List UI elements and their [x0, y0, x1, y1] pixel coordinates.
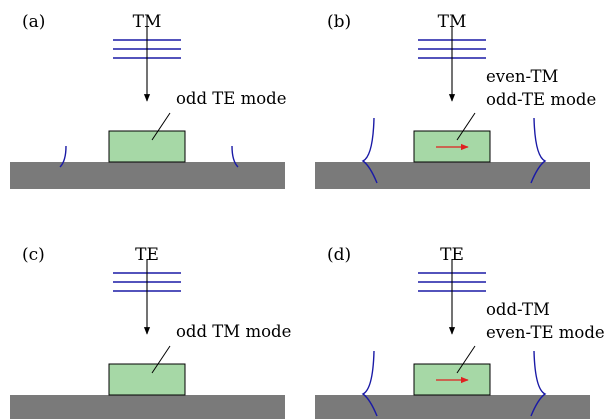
mode-pointer: [151, 345, 171, 374]
panel-d: (d) TE odd-TM even-TE mode: [315, 245, 605, 419]
panel-c: (c) TE odd TM mode: [10, 245, 291, 419]
panel-label: (d): [327, 245, 351, 265]
mode-label: even-TM: [486, 67, 558, 86]
substrate: [315, 395, 590, 419]
evanescent-left: [361, 350, 378, 417]
evanescent-right: [231, 145, 239, 168]
evanescent-left: [361, 117, 378, 184]
panel-label: (a): [22, 12, 45, 32]
evanescent-left: [59, 145, 67, 168]
panel-b: (b) TM even-TM odd-TE mode: [315, 12, 596, 189]
waveguide: [108, 130, 186, 163]
incident-polarization: TM: [438, 12, 467, 32]
evanescent-right: [530, 117, 547, 184]
incident-polarization: TE: [135, 245, 159, 265]
waveguide: [108, 363, 186, 396]
mode-label: even-TE mode: [486, 323, 605, 342]
mode-pointer: [151, 112, 171, 141]
substrate: [10, 395, 285, 419]
mode-pointer: [456, 345, 476, 374]
panel-label: (b): [327, 12, 351, 32]
mode-label: odd TE mode: [176, 89, 287, 108]
mode-pointer: [456, 112, 476, 141]
evanescent-right: [530, 350, 547, 417]
substrate: [10, 162, 285, 189]
mode-label: odd-TM: [486, 300, 550, 319]
mode-label: odd TM mode: [176, 322, 291, 341]
incident-polarization: TE: [440, 245, 464, 265]
panel-label: (c): [22, 245, 45, 265]
incident-polarization: TM: [133, 12, 162, 32]
panel-a: (a) TM odd TE mode: [10, 12, 287, 189]
substrate: [315, 162, 590, 189]
mode-label: odd-TE mode: [486, 90, 596, 109]
